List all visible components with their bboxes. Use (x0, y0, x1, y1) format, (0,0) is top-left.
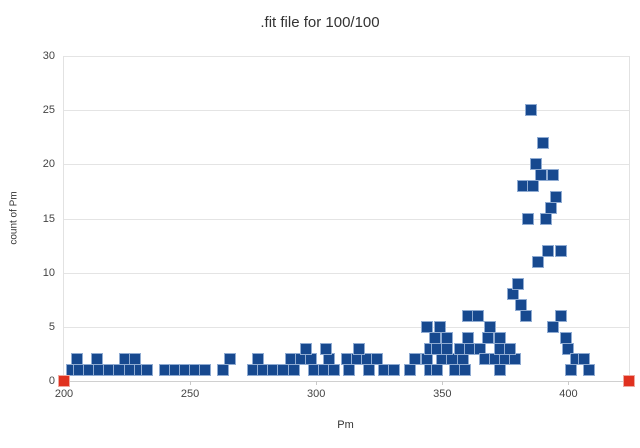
data-point-marker (532, 255, 545, 268)
data-point-marker (388, 364, 401, 377)
x-tick-mark (190, 381, 192, 385)
x-tick-label: 200 (54, 388, 74, 400)
gridline (64, 164, 629, 166)
data-point-marker (431, 364, 444, 377)
data-point-marker (534, 169, 547, 182)
data-point-marker (456, 353, 469, 366)
data-point-marker (90, 353, 103, 366)
data-point-marker (512, 277, 525, 290)
data-point-marker (433, 320, 446, 333)
gridline (64, 218, 629, 220)
y-axis-title: count of Pm (8, 191, 20, 245)
data-point-marker (403, 364, 416, 377)
data-point-marker (199, 364, 212, 377)
data-point-marker (327, 364, 340, 377)
y-tick-label: 20 (42, 158, 55, 171)
data-point-marker (353, 342, 366, 355)
data-point-marker (363, 364, 376, 377)
gridline (64, 326, 629, 328)
data-point-marker (524, 104, 537, 117)
data-point-marker (441, 342, 454, 355)
data-point-marker (459, 364, 472, 377)
data-point-marker (504, 342, 517, 355)
data-point-marker (252, 353, 265, 366)
data-point-marker (519, 310, 532, 322)
x-tick-label: 400 (559, 388, 578, 400)
gridline (64, 110, 629, 112)
x-tick-label: 250 (180, 388, 200, 400)
y-tick-label: 0 (48, 375, 55, 387)
data-point-marker (564, 364, 577, 377)
data-point-marker (484, 320, 497, 333)
data-point-marker (216, 364, 229, 377)
data-point-marker (494, 364, 507, 377)
data-point-marker (471, 310, 484, 322)
data-point-marker (441, 331, 454, 344)
y-tick-label: 15 (42, 212, 55, 225)
data-point-marker (562, 342, 575, 355)
data-point-marker (408, 353, 421, 366)
data-point-marker (343, 364, 356, 377)
x-tick-mark (568, 381, 570, 385)
data-point-marker (509, 353, 522, 366)
x-tick-mark (316, 381, 318, 385)
data-point-marker (322, 353, 335, 366)
data-point-marker (224, 353, 237, 366)
data-point-marker (582, 364, 595, 377)
range-marker (623, 375, 635, 387)
x-tick-label: 350 (433, 388, 452, 400)
data-point-marker (544, 201, 557, 214)
data-point-marker (370, 353, 383, 366)
data-point-marker (428, 331, 441, 344)
x-tick-mark (442, 381, 444, 385)
chart-title: .fit file for 100/100 (260, 14, 380, 31)
plot-area: 0 5 10 15 20 25 30 200 250 300 350 400 (43, 50, 635, 400)
data-point-marker (461, 331, 474, 344)
x-axis-title: Pm (337, 419, 354, 431)
data-point-marker (481, 331, 494, 344)
data-point-marker (320, 342, 333, 355)
data-point-marker (554, 310, 567, 322)
data-point-marker (549, 190, 562, 203)
gridline (64, 56, 629, 57)
data-point-marker (300, 342, 313, 355)
data-point-marker (128, 353, 141, 366)
y-tick-label: 30 (42, 50, 55, 62)
data-point-marker (539, 212, 552, 225)
data-point-marker (547, 169, 560, 182)
data-point-marker (287, 364, 300, 377)
x-axis-line (64, 381, 629, 382)
data-point-marker (547, 320, 560, 333)
data-point-marker (522, 212, 535, 225)
data-point-marker (70, 353, 83, 366)
gridline (64, 272, 629, 274)
y-tick-label: 10 (42, 266, 55, 279)
data-point-marker (542, 245, 555, 257)
y-tick-label: 25 (42, 104, 55, 117)
data-point-marker (141, 364, 154, 377)
data-point-marker (527, 180, 540, 192)
y-tick-label: 5 (48, 320, 55, 333)
range-marker (58, 375, 70, 387)
data-point-marker (554, 245, 567, 257)
x-tick-label: 300 (307, 388, 326, 400)
data-point-marker (421, 320, 434, 333)
data-point-marker (537, 136, 550, 149)
